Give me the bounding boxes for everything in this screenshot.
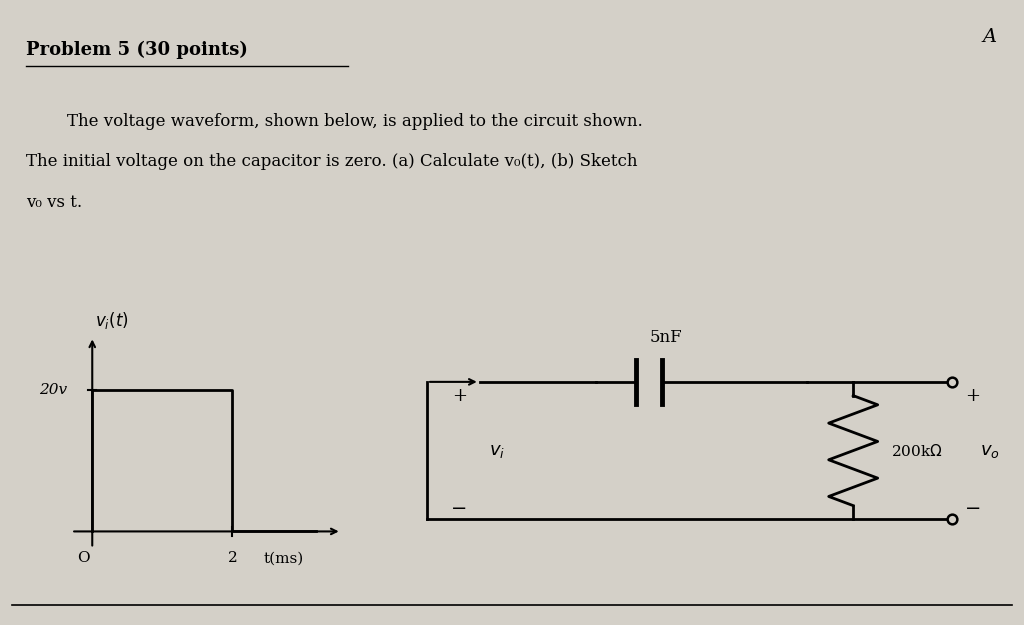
Text: $v_i(t)$: $v_i(t)$ [95, 310, 129, 331]
Text: Problem 5 (30 points): Problem 5 (30 points) [26, 41, 248, 59]
Text: t(ms): t(ms) [263, 551, 303, 565]
Text: −: − [451, 500, 467, 518]
Text: The voltage waveform, shown below, is applied to the circuit shown.: The voltage waveform, shown below, is ap… [46, 112, 643, 129]
Text: The initial voltage on the capacitor is zero. (a) Calculate v₀(t), (b) Sketch: The initial voltage on the capacitor is … [26, 153, 637, 170]
Text: 200k$\Omega$: 200k$\Omega$ [891, 442, 943, 459]
Text: O: O [78, 551, 90, 565]
Text: 2: 2 [227, 551, 238, 565]
Text: +: + [966, 387, 980, 404]
Text: A: A [982, 28, 996, 46]
Text: +: + [452, 387, 467, 404]
Text: v₀ vs t.: v₀ vs t. [26, 194, 82, 211]
Text: 5nF: 5nF [650, 329, 683, 346]
Text: $v_i$: $v_i$ [489, 442, 505, 459]
Text: 20v: 20v [39, 383, 67, 397]
Text: $v_o$: $v_o$ [980, 442, 1000, 459]
Text: −: − [965, 500, 981, 518]
